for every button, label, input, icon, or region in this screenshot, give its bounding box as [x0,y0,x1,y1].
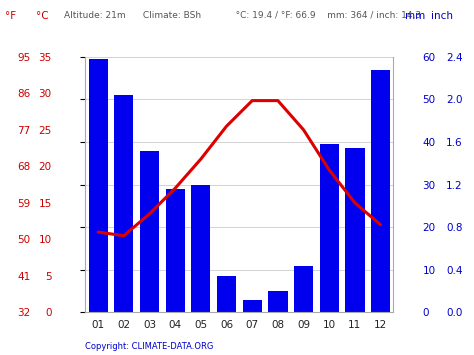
Bar [294,266,313,312]
Text: °C: °C [36,11,48,21]
Bar [319,144,339,312]
Bar [191,185,210,312]
Bar [268,291,288,312]
Bar [114,95,134,312]
Text: Copyright: CLIMATE-DATA.ORG: Copyright: CLIMATE-DATA.ORG [85,343,214,351]
Bar [345,148,365,312]
Bar [217,276,236,312]
Text: mm: mm [405,11,426,21]
Bar [89,59,108,312]
Bar [371,70,390,312]
Text: Altitude: 21m      Climate: BSh            °C: 19.4 / °F: 66.9    mm: 364 / inch: Altitude: 21m Climate: BSh °C: 19.4 / °F… [64,11,421,20]
Bar [165,189,185,312]
Text: °F: °F [5,11,16,21]
Bar [140,151,159,312]
Bar [243,300,262,312]
Text: inch: inch [431,11,453,21]
